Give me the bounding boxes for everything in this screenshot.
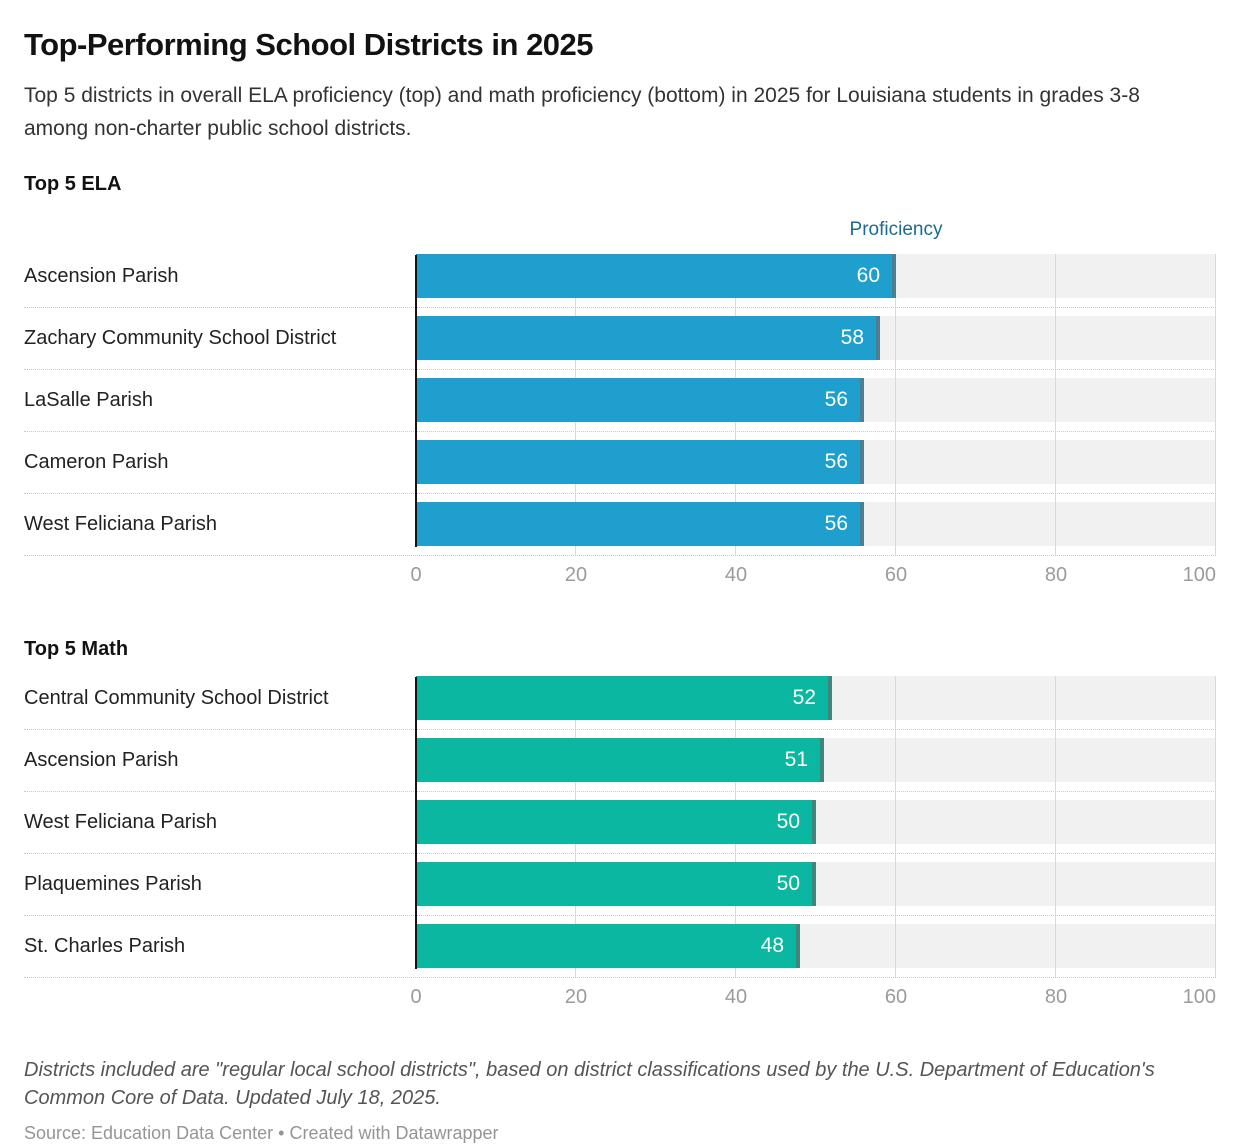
chart-title: Top-Performing School Districts in 2025: [24, 27, 594, 62]
ela-chart: Top 5 ELA Proficiency Ascension Parish 60…: [24, 173, 1216, 592]
table-row: West Feliciana Parish 56: [24, 493, 1216, 556]
bar-track-area: 52: [416, 667, 1216, 730]
proficiency-bar: 60: [416, 254, 896, 299]
bar-track-area: 60: [416, 245, 1216, 308]
table-row: Zachary Community School District 58: [24, 307, 1216, 370]
math-chart: Top 5 Math Central Community School Dist…: [24, 638, 1216, 1014]
x-tick-label: 80: [1044, 985, 1068, 1008]
table-row: Central Community School District 52: [24, 668, 1216, 730]
footnote: Districts included are "regular local sc…: [24, 1058, 1155, 1110]
bar-track-area: 56: [416, 369, 1216, 432]
district-label: Ascension Parish: [24, 749, 179, 772]
x-tick-label: 80: [1044, 563, 1068, 586]
bar-value-label: 56: [824, 450, 848, 474]
bar-value-label: 48: [760, 934, 784, 958]
table-row: Ascension Parish 51: [24, 729, 1216, 792]
bar-value-label: 51: [784, 748, 808, 772]
proficiency-bar: 52: [416, 676, 832, 721]
bar-track-area: 51: [416, 729, 1216, 792]
table-row: West Feliciana Parish 50: [24, 791, 1216, 854]
chart-subtitle: Top 5 districts in overall ELA proficien…: [24, 83, 1140, 140]
table-row: Plaquemines Parish 50: [24, 853, 1216, 916]
bar-value-label: 56: [824, 512, 848, 536]
math-bar-rows: Central Community School District 52 Ascen…: [24, 668, 1216, 978]
x-tick-label: 0: [410, 985, 422, 1008]
math-x-axis: 0 20 40 60 80 100: [410, 980, 1216, 1014]
district-label: Cameron Parish: [24, 451, 169, 474]
bar-track-area: 56: [416, 493, 1216, 556]
x-tick-label: 100: [1182, 563, 1216, 586]
proficiency-bar: 51: [416, 738, 824, 783]
section-title-math: Top 5 Math: [24, 637, 129, 660]
district-label: West Feliciana Parish: [24, 811, 218, 834]
bar-track-area: 50: [416, 791, 1216, 854]
district-label: Central Community School District: [24, 687, 329, 710]
bar-value-label: 50: [776, 872, 800, 896]
district-label: Zachary Community School District: [24, 327, 337, 350]
proficiency-bar: 50: [416, 862, 816, 907]
table-row: St. Charles Parish 48: [24, 915, 1216, 978]
proficiency-bar: 56: [416, 502, 864, 547]
district-label: St. Charles Parish: [24, 935, 186, 958]
district-label: Ascension Parish: [24, 265, 179, 288]
bar-track-area: 58: [416, 307, 1216, 370]
bar-track-area: 50: [416, 853, 1216, 916]
x-tick-label: 100: [1182, 985, 1216, 1008]
x-tick-label: 40: [724, 985, 748, 1008]
proficiency-bar: 56: [416, 440, 864, 485]
bar-value-label: 60: [856, 264, 880, 288]
column-header-row: Proficiency: [24, 196, 1216, 246]
district-label: LaSalle Parish: [24, 389, 153, 412]
bar-track-area: 48: [416, 915, 1216, 978]
table-row: Cameron Parish 56: [24, 431, 1216, 494]
proficiency-bar: 48: [416, 924, 800, 969]
bar-value-label: 52: [792, 686, 816, 710]
proficiency-bar: 56: [416, 378, 864, 423]
x-tick-label: 60: [884, 985, 908, 1008]
x-tick-label: 60: [884, 563, 908, 586]
district-label: West Feliciana Parish: [24, 513, 218, 536]
section-title-ela: Top 5 ELA: [24, 172, 122, 195]
x-tick-label: 20: [564, 563, 588, 586]
district-label: Plaquemines Parish: [24, 873, 202, 896]
proficiency-bar: 58: [416, 316, 880, 361]
table-row: Ascension Parish 60: [24, 246, 1216, 308]
source-line: Source: Education Data Center • Created …: [24, 1123, 499, 1144]
bar-value-label: 56: [824, 388, 848, 412]
ela-bar-rows: Ascension Parish 60 Zachary Community Scho…: [24, 246, 1216, 556]
table-row: LaSalle Parish 56: [24, 369, 1216, 432]
x-tick-label: 20: [564, 985, 588, 1008]
ela-x-axis: 0 20 40 60 80 100: [410, 558, 1216, 592]
x-tick-label: 0: [410, 563, 422, 586]
proficiency-bar: 50: [416, 800, 816, 845]
bar-value-label: 50: [776, 810, 800, 834]
x-tick-label: 40: [724, 563, 748, 586]
column-header-proficiency: Proficiency: [849, 218, 943, 240]
bar-track-area: 56: [416, 431, 1216, 494]
bar-value-label: 58: [840, 326, 864, 350]
